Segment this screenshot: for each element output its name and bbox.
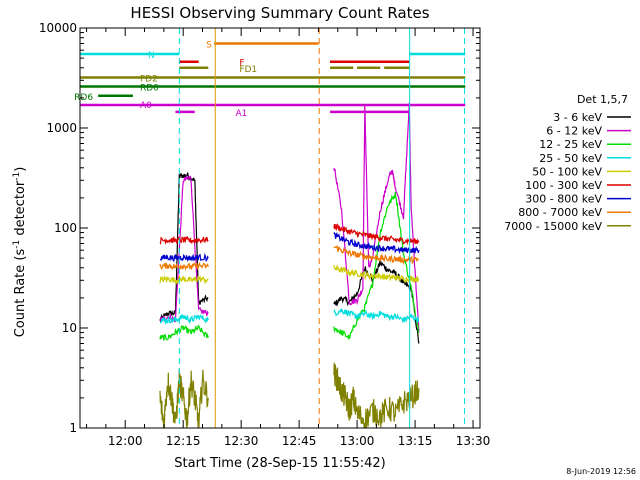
series-line-3-1 [333,308,420,323]
x-tick-label-4: 13:00 [340,434,375,448]
series-line-3-0 [159,314,209,325]
y-tick-label-0: 1 [69,421,77,435]
series-line-0-1 [333,260,420,344]
legend-label-0: 3 - 6 keV [553,111,602,124]
series-line-7-0 [159,261,209,272]
legend-title: Det 1,5,7 [577,93,628,106]
series-line-5-0 [159,235,209,246]
flag-label-s: S [206,40,212,50]
vlines-layer [178,28,466,428]
y-axis-label-main: Count Rate (s [13,249,28,338]
legend-label-5: 100 - 300 keV [525,179,602,192]
flag-label-n: N [148,51,155,61]
x-tick-label-5: 13:15 [398,434,433,448]
y-tick-label-1: 10 [62,321,77,335]
flag-label-a0: A0 [140,101,152,111]
y-axis-label: Count Rate (s-1 detector-1) [12,167,28,338]
flag-label-fd1: FD1 [239,65,257,75]
y-tick-label-4: 10000 [39,21,77,35]
y-axis-label-mid: detector [13,180,28,240]
x-tick-label-1: 12:15 [166,434,201,448]
series-line-4-1 [333,264,420,284]
series-layer [159,102,420,429]
x-tick-label-6: 13:30 [456,434,491,448]
y-tick-label-3: 1000 [46,121,77,135]
series-line-0-0 [159,172,209,323]
series-line-6-0 [159,252,209,263]
series-line-7-1 [333,245,419,266]
flag-label-rd0: RD0 [140,84,159,94]
x-tick-label-3: 12:45 [282,434,317,448]
legend-label-2: 12 - 25 keV [539,138,602,151]
legend-label-4: 50 - 100 keV [532,165,602,178]
axes-layer: 1 10 100 1000 10000 12:00 12:15 12:30 12:45 13:00… [39,21,491,448]
series-line-5-1 [333,223,420,246]
y-axis-label-sup2: -1 [12,172,22,181]
legend-label-1: 6 - 12 keV [546,125,602,138]
legend-label-8: 7000 - 15000 keV [504,220,602,233]
flag-label-fd2: FD2 [140,74,158,84]
x-tick-label-2: 12:30 [224,434,259,448]
y-tick-label-2: 100 [54,221,77,235]
legend-label-6: 300 - 800 keV [525,193,602,206]
x-tick-label-0: 12:00 [108,434,143,448]
x-axis-label: Start Time (28-Sep-15 11:55:42) [174,456,385,471]
flag-label-a1: A1 [235,109,247,119]
series-line-8-1 [333,362,420,429]
series-line-4-0 [159,274,209,285]
series-line-6-1 [333,231,420,255]
series-line-1-0 [159,174,209,323]
series-line-8-0 [159,368,209,429]
y-axis-label-end: ) [13,167,28,172]
flag-label-f: F [239,59,244,69]
legend-label-3: 25 - 50 keV [539,152,602,165]
footer-date: 8-Jun-2019 12:56 [566,467,636,476]
series-line-2-0 [159,324,209,341]
legend-label-7: 800 - 7000 keV [518,206,602,219]
y-axis-label-sup1: -1 [12,240,22,249]
chart-title: HESSI Observing Summary Count Rates [130,4,429,22]
